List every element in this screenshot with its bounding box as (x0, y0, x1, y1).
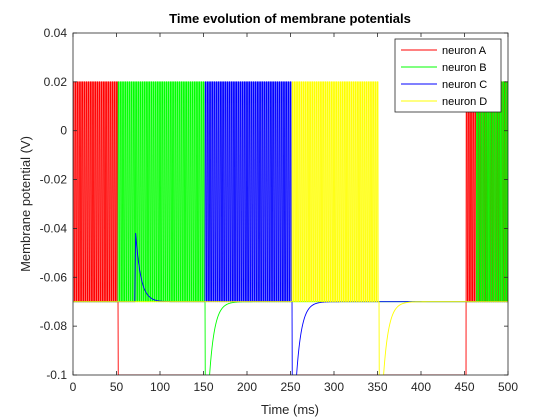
legend-label: neuron D (442, 96, 487, 108)
x-axis-title: Time (ms) (261, 402, 319, 417)
x-tick-label: 50 (110, 380, 124, 394)
chart-title: Time evolution of membrane potentials (169, 11, 411, 26)
y-axis-title: Membrane potential (V) (18, 136, 33, 272)
legend-label: neuron C (442, 79, 487, 91)
x-tick-label: 450 (454, 380, 474, 394)
y-tick-label: -0.1 (46, 368, 67, 382)
x-tick-label: 400 (411, 380, 431, 394)
x-tick-label: 200 (237, 380, 257, 394)
legend-label: neuron A (442, 45, 487, 57)
x-axis: 0 50 100 150 200 250 300 350 400 450 500 (70, 33, 518, 394)
y-axis: -0.1 -0.08 -0.06 -0.04 -0.02 0 0.02 0.04 (40, 26, 508, 382)
y-tick-label: 0.04 (44, 26, 68, 40)
x-tick-label: 150 (193, 380, 213, 394)
x-tick-label: 0 (70, 380, 77, 394)
x-tick-label: 350 (367, 380, 387, 394)
x-tick-label: 300 (324, 380, 344, 394)
series-layer (73, 81, 508, 375)
y-tick-label: -0.06 (40, 270, 68, 284)
x-tick-label: 500 (498, 380, 518, 394)
y-tick-label: -0.04 (40, 221, 68, 235)
y-tick-label: -0.08 (40, 319, 68, 333)
x-tick-label: 100 (150, 380, 170, 394)
x-tick-label: 250 (280, 380, 300, 394)
series-line-neuron-D (73, 81, 508, 375)
legend: neuron A neuron B neuron C neuron D (394, 38, 502, 113)
y-tick-label: 0 (60, 124, 67, 138)
y-tick-label: -0.02 (40, 173, 68, 187)
legend-label: neuron B (442, 62, 487, 74)
y-tick-label: 0.02 (44, 75, 68, 89)
legend-box (394, 38, 502, 113)
